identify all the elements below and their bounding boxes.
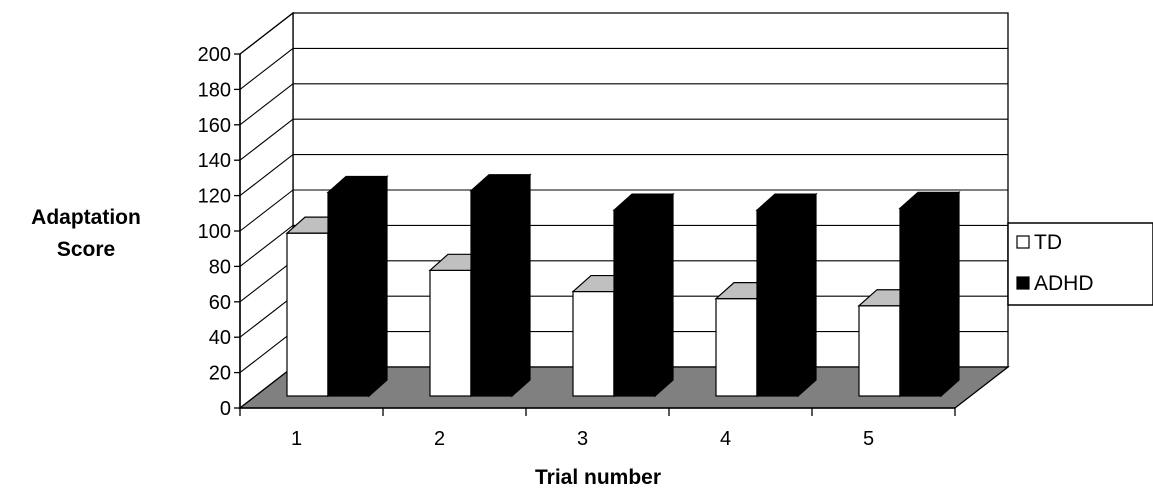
y-tick-label: 0 (220, 398, 231, 420)
side-gridline (239, 189, 294, 232)
side-gridline (239, 295, 294, 338)
side-gridline (239, 47, 294, 90)
bar-front (756, 209, 799, 397)
bar-front (858, 305, 901, 397)
bar (326, 175, 389, 398)
bar (755, 192, 818, 398)
side-gridline (239, 331, 294, 374)
x-tick-label: 1 (291, 428, 302, 450)
side-gridline (239, 12, 294, 55)
bar-side (511, 173, 531, 398)
bar-side (654, 192, 674, 398)
side-gridline (239, 118, 294, 161)
y-tick-label: 140 (198, 150, 231, 172)
bars-group (285, 173, 961, 398)
bar-front (899, 207, 942, 397)
legend: TD ADHD (1007, 222, 1153, 306)
bar-front (327, 191, 370, 397)
bar (469, 173, 532, 398)
y-tick-label: 180 (198, 79, 231, 101)
y-tick-label: 120 (198, 186, 231, 208)
legend-swatch-adhd (1016, 276, 1030, 290)
y-tick-label: 160 (198, 115, 231, 137)
y-tick-label: 60 (209, 292, 231, 314)
y-tick-label: 40 (209, 327, 231, 349)
legend-label-adhd: ADHD (1034, 272, 1094, 295)
x-axis-title: Trial number (535, 466, 661, 489)
y-tick-label: 80 (209, 256, 231, 278)
bar-front (470, 190, 513, 397)
x-tick-label: 5 (863, 428, 874, 450)
bar-side (940, 191, 960, 398)
bar (898, 191, 961, 398)
x-tick-label: 2 (434, 428, 445, 450)
bar-side (368, 175, 388, 398)
y-tick-label: 100 (198, 221, 231, 243)
legend-label-td: TD (1034, 231, 1062, 254)
side-gridline (239, 154, 294, 197)
y-axis-title: Adaptation (31, 206, 141, 229)
x-tick-label: 4 (720, 428, 731, 450)
bar-front (286, 232, 329, 397)
bar-side (797, 192, 817, 398)
bar-front (572, 290, 615, 397)
y-axis-title-line2: Score (57, 238, 115, 261)
bar (612, 192, 675, 398)
side-gridline (239, 224, 294, 267)
y-tick-label: 200 (198, 44, 231, 66)
legend-box (1007, 222, 1153, 306)
legend-swatch-td (1016, 235, 1030, 249)
x-tick-label: 3 (577, 428, 588, 450)
side-gridline (239, 83, 294, 126)
bar-front (715, 298, 758, 397)
y-tick-label: 20 (209, 363, 231, 385)
axes-group: 0 20 40 60 80 100 120 140 160 180 200 1 2 3 4 5 (198, 44, 956, 450)
bar-front (429, 269, 472, 397)
bar-front (613, 209, 656, 397)
side-gridline (239, 260, 294, 303)
